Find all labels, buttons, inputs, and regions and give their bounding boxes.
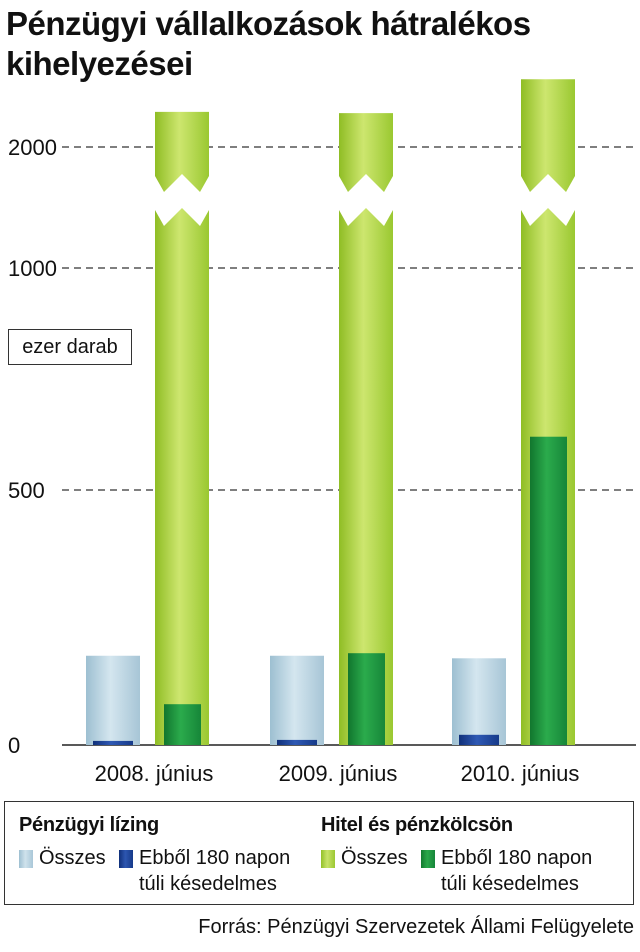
y-tick-label: 1000 bbox=[8, 256, 57, 281]
bar-leasing-overdue bbox=[93, 740, 133, 745]
legend-label: túli késedelmes bbox=[441, 873, 579, 895]
x-category-label: 2009. június bbox=[279, 761, 398, 786]
bar-loan-total bbox=[521, 79, 575, 192]
y-tick-label: 2000 bbox=[8, 135, 57, 160]
legend-swatch-loan-total bbox=[321, 850, 335, 868]
bar-loan-total bbox=[339, 113, 393, 192]
bar-leasing-overdue bbox=[459, 734, 499, 745]
legend-swatch-leasing-total bbox=[19, 850, 33, 868]
legend-label: Ebből 180 napon bbox=[441, 847, 593, 869]
bar-leasing-total bbox=[270, 655, 324, 745]
legend: Pénzügyi lízing Összes Ebből 180 napon t… bbox=[4, 801, 634, 905]
x-category-label: 2010. június bbox=[461, 761, 580, 786]
bars bbox=[86, 79, 575, 745]
legend-group-loan: Hitel és pénzkölcsön Összes Ebből 180 na… bbox=[321, 814, 592, 901]
y-tick-label: 0 bbox=[8, 733, 20, 758]
title-line-1: Pénzügyi vállalkozások hátralékos bbox=[6, 5, 531, 42]
bar-chart: 0 500 1000 2000 2008. június 2009. június 2010… bbox=[8, 79, 636, 786]
title-line-2: kihelyezései bbox=[6, 45, 193, 82]
legend-group-leasing: Pénzügyi lízing Összes Ebből 180 napon t… bbox=[19, 814, 290, 901]
bar-loan-total-lower bbox=[155, 208, 209, 745]
axis-labels: 0 500 1000 2000 2008. június 2009. június 2010… bbox=[8, 135, 579, 786]
bar-loan-total-lower bbox=[339, 208, 393, 745]
legend-label: túli késedelmes bbox=[139, 873, 277, 895]
legend-label: Összes bbox=[341, 847, 408, 869]
y-tick-label: 500 bbox=[8, 478, 45, 503]
bar-leasing-total bbox=[452, 658, 506, 745]
bar-loan-overdue bbox=[164, 704, 201, 745]
x-category-label: 2008. június bbox=[95, 761, 214, 786]
bar-loan-overdue bbox=[530, 436, 567, 745]
bar-loan-overdue bbox=[348, 653, 385, 745]
legend-swatch-loan-overdue bbox=[421, 850, 435, 868]
legend-label: Ebből 180 napon bbox=[139, 847, 291, 869]
bar-leasing-overdue bbox=[277, 739, 317, 745]
unit-label: ezer darab bbox=[8, 329, 132, 365]
legend-label: Összes bbox=[39, 847, 106, 869]
legend-group-title: Hitel és pénzkölcsön bbox=[321, 814, 513, 836]
legend-group-title: Pénzügyi lízing bbox=[19, 814, 159, 836]
bar-loan-total bbox=[155, 111, 209, 192]
bar-leasing-total bbox=[86, 655, 140, 745]
source-note: Forrás: Pénzügyi Szervezetek Állami Felü… bbox=[198, 916, 634, 938]
legend-swatch-leasing-overdue bbox=[119, 850, 133, 868]
chart-title: Pénzügyi vállalkozások hátralékos kihely… bbox=[6, 4, 626, 84]
